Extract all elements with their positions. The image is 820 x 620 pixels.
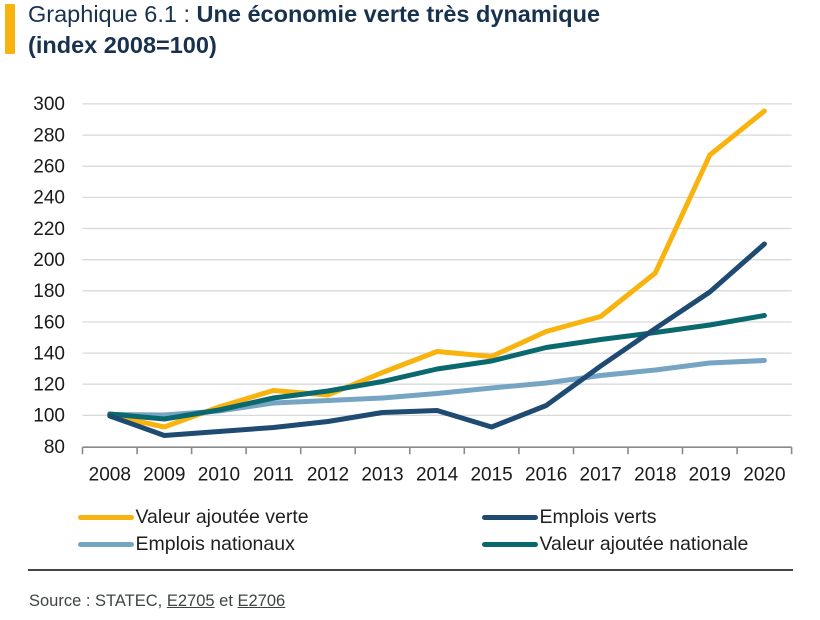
svg-text:2017: 2017 bbox=[580, 465, 622, 486]
svg-text:2009: 2009 bbox=[143, 465, 185, 486]
svg-text:300: 300 bbox=[33, 94, 65, 115]
svg-text:140: 140 bbox=[33, 343, 65, 364]
svg-text:2013: 2013 bbox=[361, 465, 403, 486]
svg-text:2011: 2011 bbox=[253, 465, 294, 486]
svg-text:2019: 2019 bbox=[689, 465, 731, 486]
svg-text:2008: 2008 bbox=[89, 465, 131, 486]
svg-text:260: 260 bbox=[33, 157, 65, 178]
svg-text:2012: 2012 bbox=[307, 465, 349, 486]
svg-text:220: 220 bbox=[33, 219, 65, 240]
svg-text:2018: 2018 bbox=[634, 465, 676, 486]
svg-text:120: 120 bbox=[33, 375, 65, 396]
svg-text:2015: 2015 bbox=[470, 465, 512, 486]
svg-text:180: 180 bbox=[33, 281, 65, 302]
svg-text:280: 280 bbox=[33, 125, 65, 146]
svg-text:100: 100 bbox=[33, 406, 65, 427]
svg-text:80: 80 bbox=[44, 437, 65, 458]
svg-text:2010: 2010 bbox=[198, 465, 240, 486]
svg-text:200: 200 bbox=[33, 250, 65, 271]
svg-text:2020: 2020 bbox=[743, 465, 785, 486]
svg-text:2016: 2016 bbox=[525, 465, 567, 486]
svg-text:2014: 2014 bbox=[416, 465, 459, 486]
svg-text:160: 160 bbox=[33, 312, 65, 333]
svg-text:240: 240 bbox=[33, 188, 65, 209]
